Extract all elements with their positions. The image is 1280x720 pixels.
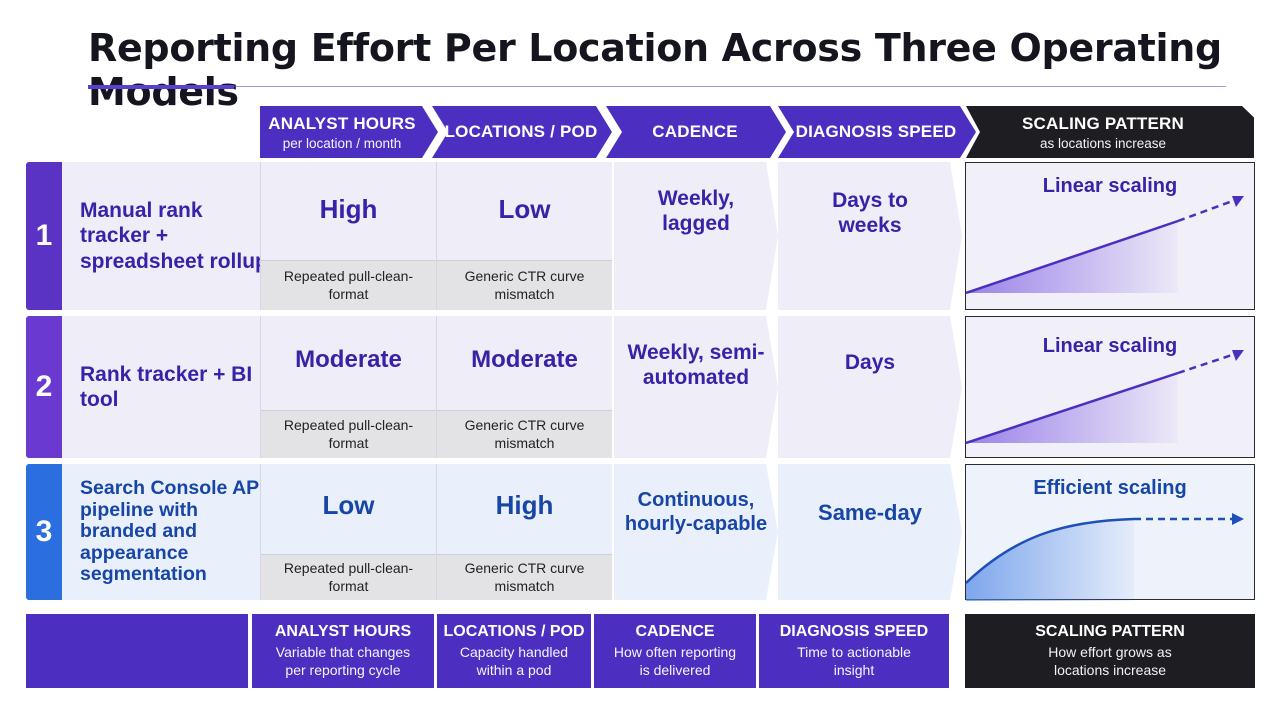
row-number: 1 (26, 162, 62, 310)
legend-description: Time to actionable insight (797, 644, 911, 678)
cell-cadence: Continuous, hourly-capable (614, 464, 778, 600)
header-main-label: CADENCE (652, 122, 738, 141)
legend-description: How often reporting is delivered (613, 644, 737, 678)
row-number: 3 (26, 464, 62, 600)
cell-note: Repeated pull-clean-format (261, 260, 436, 310)
cell-note: Repeated pull-clean-format (261, 554, 436, 600)
scaling-chart: Linear scaling (965, 162, 1255, 310)
header-locations-pod: LOCATIONS / POD (432, 106, 612, 158)
cell-value: Days to weeks (832, 189, 908, 238)
scaling-label: Efficient scaling (1033, 477, 1187, 499)
legend-diagnosis-speed: DIAGNOSIS SPEED Time to actionable insig… (759, 614, 949, 688)
cell-value: Continuous, hourly-capable (624, 489, 768, 535)
cell-value: Moderate (295, 346, 402, 373)
row-label-text: Rank tracker + BI tool (80, 362, 253, 411)
cell-locations-pod: High Generic CTR curve mismatch (436, 464, 612, 600)
header-scaling-pattern: SCALING PATTERN as locations increase (966, 106, 1254, 158)
cell-value: Low (322, 490, 375, 520)
row-label: Rank tracker + BI tool (62, 316, 294, 458)
cell-analyst-hours: High Repeated pull-clean-format (260, 162, 436, 310)
legend-title: SCALING PATTERN (1035, 623, 1185, 640)
cell-value: High (319, 194, 378, 224)
legend-cadence: CADENCE How often reporting is delivered (594, 614, 756, 688)
legend-title: CADENCE (635, 623, 715, 640)
header-sub-label: as locations increase (1039, 135, 1167, 151)
cell-cadence: Weekly, semi-automated (614, 316, 778, 458)
model-row-1: 1 Manual rank tracker + spreadsheet roll… (26, 162, 1255, 310)
scaling-chart: Efficient scaling (965, 464, 1255, 601)
model-row-3: 3 Search Console API pipeline with brand… (26, 464, 1255, 601)
header-main-label: DIAGNOSIS SPEED (795, 122, 957, 141)
cell-note: Repeated pull-clean-format (261, 410, 436, 458)
title-divider (88, 86, 1226, 87)
title-accent-bar (88, 85, 234, 89)
header-main-label: ANALYST HOURS (268, 113, 416, 133)
cell-analyst-hours: Moderate Repeated pull-clean-format (260, 316, 436, 458)
linear-scaling-graphic (966, 350, 1244, 445)
cell-cadence: Weekly, lagged (614, 162, 778, 310)
row-label-text: Search Console API pipeline with branded… (80, 477, 265, 586)
row-label: Search Console API pipeline with branded… (62, 464, 294, 600)
legend-title: ANALYST HOURS (274, 623, 412, 640)
cell-diagnosis-speed: Days (778, 316, 962, 458)
cell-value: Weekly, semi-automated (627, 341, 765, 390)
row-number: 2 (26, 316, 62, 458)
page-title: Reporting Effort Per Location Across Thr… (88, 26, 1222, 114)
row-label-text: Manual rank tracker + spreadsheet rollup (80, 199, 268, 273)
cell-diagnosis-speed: Days to weeks (778, 162, 962, 310)
cell-value: Moderate (471, 346, 578, 373)
cell-note: Generic CTR curve mismatch (437, 554, 612, 600)
legend-locations-pod: LOCATIONS / POD Capacity handled within … (437, 614, 591, 688)
efficient-scaling-graphic (966, 513, 1244, 601)
cell-analyst-hours: Low Repeated pull-clean-format (260, 464, 436, 600)
header-main-label: SCALING PATTERN (1022, 113, 1184, 133)
legend-description: Capacity handled within a pod (459, 644, 569, 678)
legend-spacer (26, 614, 248, 688)
cell-note: Generic CTR curve mismatch (437, 410, 612, 458)
cell-note: Generic CTR curve mismatch (437, 260, 612, 310)
scaling-label: Linear scaling (1042, 175, 1178, 197)
header-main-label: LOCATIONS / POD (444, 122, 598, 141)
scaling-chart: Linear scaling (965, 316, 1255, 458)
linear-scaling-graphic (966, 196, 1244, 295)
legend-description: How effort grows as locations increase (1048, 644, 1172, 678)
legend-title: DIAGNOSIS SPEED (779, 623, 929, 640)
cell-locations-pod: Low Generic CTR curve mismatch (436, 162, 612, 310)
header-analyst-hours: ANALYST HOURS per location / month (260, 106, 438, 158)
model-row-2: 2 Rank tracker + BI tool Moderate Repeat… (26, 316, 1255, 458)
legend-title: LOCATIONS / POD (443, 623, 585, 640)
legend-analyst-hours: ANALYST HOURS Variable that changes per … (252, 614, 434, 688)
header-cadence: CADENCE (606, 106, 786, 158)
scaling-label: Linear scaling (1042, 335, 1178, 357)
header-sub-label: per location / month (282, 135, 402, 151)
header-diagnosis-speed: DIAGNOSIS SPEED (778, 106, 976, 158)
legend-description: Variable that changes per reporting cycl… (275, 644, 411, 678)
cell-locations-pod: Moderate Generic CTR curve mismatch (436, 316, 612, 458)
cell-diagnosis-speed: Same-day (778, 464, 962, 600)
cell-value: Days (844, 351, 896, 374)
cell-value: High (495, 490, 554, 520)
cell-value: Low (498, 194, 551, 224)
cell-value: Same-day (818, 500, 922, 525)
legend-scaling-pattern: SCALING PATTERN How effort grows as loca… (965, 614, 1255, 688)
row-label: Manual rank tracker + spreadsheet rollup (62, 162, 294, 310)
cell-value: Weekly, lagged (657, 187, 735, 236)
